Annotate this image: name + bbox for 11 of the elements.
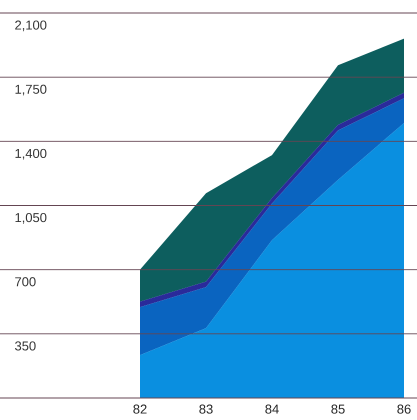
x-tick-label: 86	[397, 404, 411, 414]
x-tick-label: 85	[331, 404, 345, 414]
y-tick-label: 1,050	[16, 213, 46, 224]
x-tick-label: 84	[265, 404, 279, 414]
y-tick-label: 1,750	[16, 84, 46, 96]
y-tick-label: 350	[15, 341, 36, 351]
x-tick-label: 82	[133, 404, 147, 414]
y-tick-label: 1,400	[16, 148, 46, 160]
x-tick-label: 83	[199, 404, 213, 414]
y-tick-label: 2,100	[15, 20, 46, 32]
y-tick-label: 700	[15, 277, 36, 286]
